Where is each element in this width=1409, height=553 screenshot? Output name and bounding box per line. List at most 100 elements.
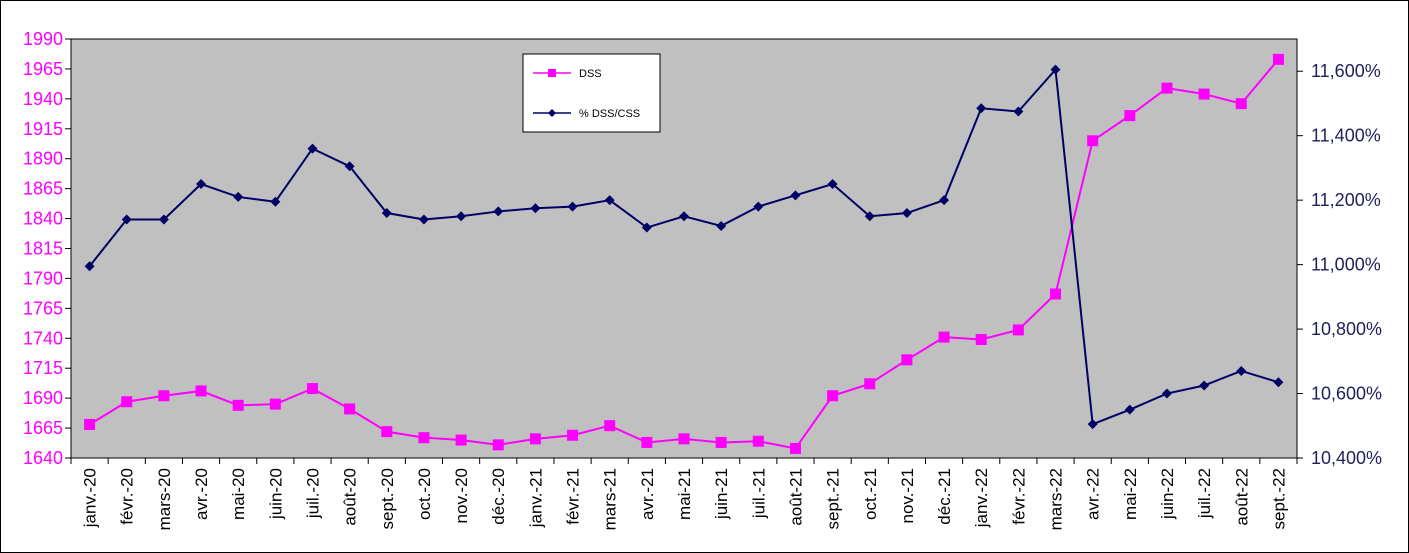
x-tick-label: nov.-21 [898,468,917,523]
data-point [678,433,690,445]
data-point [1199,380,1210,391]
data-point [1273,377,1284,388]
data-point [567,429,579,441]
data-point [196,179,207,190]
legend-label-pct: % DSS/CSS [579,108,640,120]
x-tick-label: mars-20 [155,468,174,530]
left-tick-label: 1765 [23,298,63,318]
data-point [1124,404,1135,415]
data-point [827,179,838,190]
data-point [1050,288,1062,300]
left-tick-label: 1965 [23,59,63,79]
x-tick-label: janv.-20 [81,468,100,528]
legend-box [522,53,661,133]
data-point [456,211,467,222]
left-tick-label: 1940 [23,89,63,109]
data-point [901,354,913,366]
data-point [938,331,950,343]
data-point [1050,64,1061,75]
data-point [232,399,244,411]
data-point [529,433,541,445]
data-point [716,220,727,231]
series-layer [84,53,1284,454]
left-tick-label: 1990 [23,29,63,49]
x-tick-label: juin-21 [712,468,731,520]
x-tick-label: févr.-20 [118,468,137,525]
left-tick-label: 1715 [23,358,63,378]
data-point [976,103,987,114]
left-tick-label: 1665 [23,418,63,438]
left-tick-label: 1740 [23,328,63,348]
data-point [1013,106,1024,117]
data-point [344,403,356,415]
x-tick-label: mai-20 [229,468,248,520]
x-tick-label: avr.-21 [638,468,657,520]
plot-area [70,38,1298,459]
data-point [418,432,430,444]
data-point [827,390,839,402]
x-axis: janv.-20 févr.-20 mars-20 avr.-20 mai-20 juin… [70,458,1298,530]
right-tick-label: 10,800% [1311,319,1382,339]
x-tick-label: mars-21 [601,468,620,530]
data-point [901,208,912,219]
right-tick-label: 10,600% [1311,384,1382,404]
data-point [975,333,987,345]
data-point [679,211,689,222]
x-tick-label: févr.-21 [564,468,583,525]
x-tick-label: août-21 [786,468,805,526]
x-tick-label: oct.-20 [415,468,434,520]
left-tick-label: 1915 [23,119,63,139]
data-point [604,195,615,206]
data-point [344,161,355,172]
data-point [418,214,429,225]
data-point [1198,88,1210,100]
data-point [158,214,169,225]
data-point [567,201,578,212]
data-point [1087,419,1098,430]
x-tick-label: oct.-21 [861,468,880,520]
left-tick-label: 1640 [23,448,63,468]
right-axis: 10,400% 10,600% 10,800% 11,000% 11,200% 11,40… [1297,61,1382,468]
data-point [195,385,207,397]
data-point [158,390,170,402]
legend: DSS % DSS/CSS [522,53,661,133]
right-tick-label: 10,400% [1311,448,1382,468]
x-tick-label: juil.-22 [1195,468,1214,519]
data-point [492,439,504,451]
left-tick-label: 1840 [23,209,63,229]
left-tick-label: 1790 [23,268,63,288]
x-tick-label: sept.-22 [1269,468,1288,529]
data-point [381,208,392,219]
data-point [1161,388,1172,399]
right-tick-label: 11,200% [1311,190,1381,210]
left-tick-label: 1815 [23,239,63,259]
data-point [864,378,876,390]
x-tick-label: mars-22 [1047,468,1066,530]
right-tick-label: 11,600% [1311,61,1381,81]
data-point [604,420,616,432]
data-point [1161,82,1173,94]
right-tick-label: 11,400% [1311,126,1381,146]
x-tick-label: janv.-21 [526,468,545,528]
data-point [121,396,133,408]
data-point [789,442,801,454]
left-tick-label: 1865 [23,179,63,199]
data-point [455,434,467,446]
left-axis: 1640 1665 1690 1715 1740 1765 1790 1815 1840 1865… [23,29,71,468]
series-pct-dss-css [84,64,1284,430]
data-point [1124,110,1136,122]
legend-marker-dss [548,69,556,77]
data-point [270,196,281,207]
x-tick-label: nov.-20 [452,468,471,523]
data-point [84,418,96,430]
x-tick-label: sept.-20 [378,468,397,529]
data-point [641,436,653,448]
data-point [864,211,875,222]
left-tick-label: 1690 [23,388,63,408]
data-point [269,398,281,410]
x-tick-label: mai-22 [1121,468,1140,520]
data-point [1087,135,1099,147]
data-point [790,190,801,201]
